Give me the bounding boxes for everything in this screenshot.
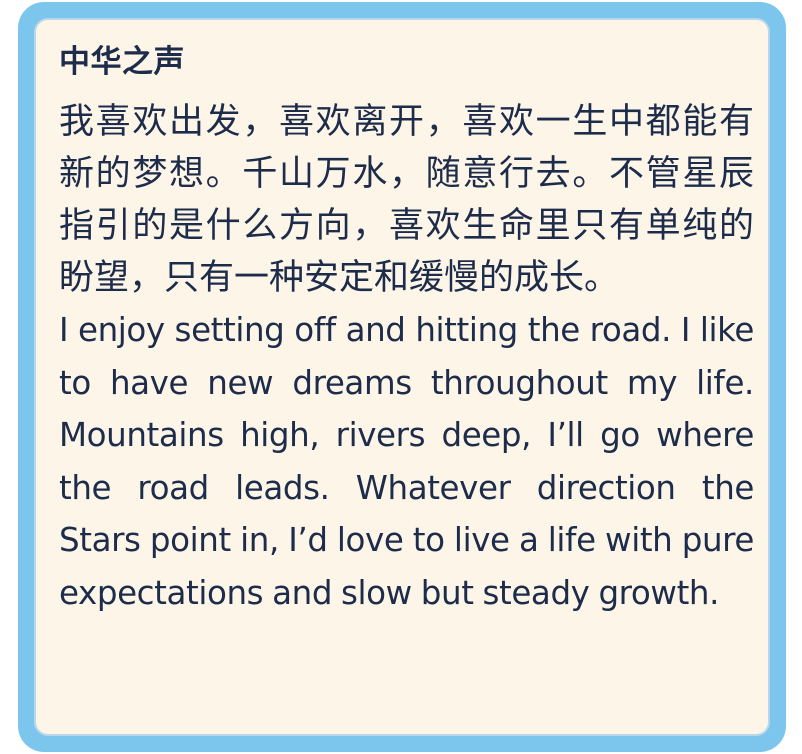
card-title: 中华之声	[59, 44, 185, 80]
chinese-paragraph: 我喜欢出发，喜欢离开，喜欢一生中都能有新的梦想。千山万水，随意行去。不管星辰指引…	[59, 102, 754, 298]
text-card: 中华之声 我喜欢出发，喜欢离开，喜欢一生中都能有新的梦想。千山万水，随意行去。不…	[34, 18, 770, 736]
english-paragraph: I enjoy setting off and hitting the road…	[59, 311, 754, 612]
card-frame: 中华之声 我喜欢出发，喜欢离开，喜欢一生中都能有新的梦想。千山万水，随意行去。不…	[18, 2, 786, 752]
